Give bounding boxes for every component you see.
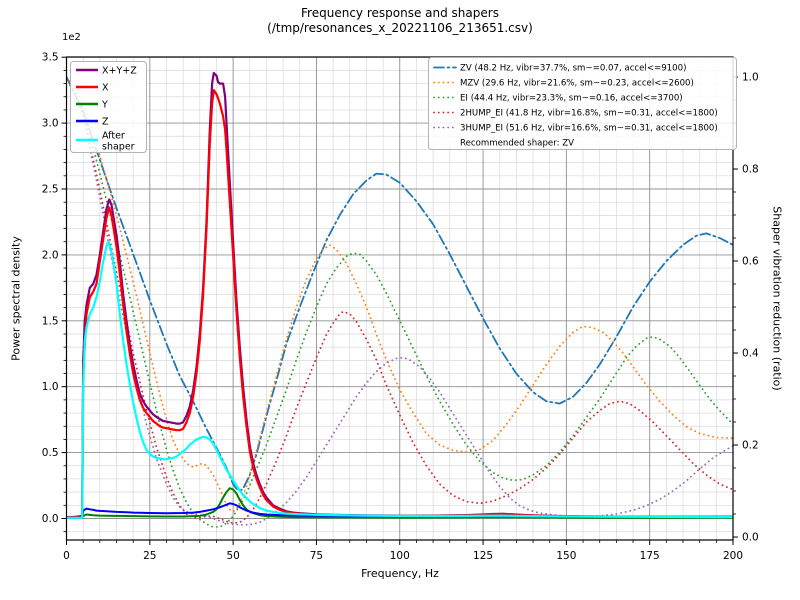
legend-psd-label: Z	[102, 117, 109, 128]
x-tick-label: 200	[723, 550, 743, 562]
y-left-tick-label: 0.5	[42, 447, 59, 459]
legend-psd-label: X+Y+Z	[102, 66, 137, 77]
legend-psd-label: X	[102, 83, 109, 94]
x-axis-label: Frequency, Hz	[361, 567, 439, 580]
y-axis-right-label: Shaper vibration reduction (ratio)	[770, 206, 784, 391]
series-ZV	[66, 76, 733, 492]
chart-title-line2: (/tmp/resonances_x_20221106_213651.csv)	[267, 21, 533, 35]
legend-psd-box	[70, 61, 147, 153]
series-2HUMP_EI	[66, 76, 733, 525]
legend-shaper-label: MZV (29.6 Hz, vibr=21.6%, sm~=0.23, acce…	[460, 79, 694, 89]
y-left-tick-label: 1.0	[42, 381, 59, 393]
series-After-shaper	[66, 240, 733, 519]
y-left-tick-label: 3.0	[42, 118, 59, 130]
legend-psd-label: shaper	[102, 142, 135, 153]
y-right-tick-label: 0.6	[742, 256, 759, 268]
x-tick-label: 75	[310, 550, 323, 562]
chart-title-line1: Frequency response and shapers	[301, 6, 499, 20]
y-right-tick-label: 0.8	[742, 164, 759, 176]
legend-shaper-label: 3HUMP_EI (51.6 Hz, vibr=16.6%, sm~=0.31,…	[460, 124, 718, 134]
y-axis-left-label: Power spectral density	[9, 236, 23, 361]
y-left-tick-label: 0.0	[42, 513, 59, 525]
series-MZV	[66, 76, 733, 513]
y-right-tick-label: 0.0	[742, 532, 759, 544]
y-left-tick-label: 2.5	[42, 184, 59, 196]
legend-shaper-label: ZV (48.2 Hz, vibr=37.7%, sm~=0.07, accel…	[460, 64, 686, 74]
legend-shaper-label: EI (44.4 Hz, vibr=23.3%, sm~=0.16, accel…	[460, 94, 683, 104]
legend-recommended-shaper: Recommended shaper: ZV	[460, 139, 574, 149]
legend-psd-label: After	[102, 131, 125, 142]
series-Y	[66, 487, 733, 519]
x-tick-label: 0	[63, 550, 70, 562]
y-right-tick-label: 1.0	[742, 72, 759, 84]
x-tick-label: 125	[473, 550, 493, 562]
x-tick-label: 175	[640, 550, 660, 562]
y-right-tick-label: 0.4	[742, 348, 759, 360]
y-left-tick-label: 1.5	[42, 315, 59, 327]
y-left-tick-label: 2.0	[42, 249, 59, 261]
legend-psd-label: Y	[101, 100, 108, 111]
y-axis-offset-text: 1e2	[62, 32, 81, 43]
legend-shaper-label: 2HUMP_EI (41.8 Hz, vibr=16.8%, sm~=0.31,…	[460, 109, 718, 119]
y-right-tick-label: 0.2	[742, 440, 759, 452]
legend-shaper-box	[428, 57, 737, 150]
x-tick-label: 150	[556, 550, 576, 562]
x-tick-label: 100	[390, 550, 410, 562]
x-tick-label: 25	[143, 550, 156, 562]
x-tick-label: 50	[226, 550, 239, 562]
chart-title: Frequency response and shapers (/tmp/res…	[0, 6, 800, 36]
series-EI	[66, 76, 733, 528]
y-left-tick-label: 3.5	[42, 52, 59, 64]
